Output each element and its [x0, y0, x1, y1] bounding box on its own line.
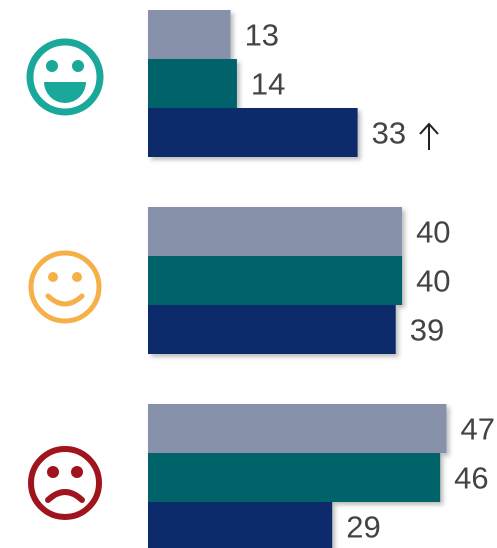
value-label: 13	[245, 18, 279, 53]
bar	[148, 207, 403, 256]
bar	[148, 404, 447, 453]
up-arrow	[419, 122, 439, 150]
bar	[148, 108, 358, 157]
bar	[148, 256, 403, 305]
bar	[148, 453, 441, 502]
value-label: 46	[454, 461, 488, 496]
value-label: 33	[372, 116, 406, 151]
value-label: 39	[410, 313, 444, 348]
happy-face-icon	[26, 38, 104, 116]
value-label: 14	[251, 67, 285, 102]
value-label: 29	[346, 510, 380, 545]
bar	[148, 305, 396, 354]
bar	[148, 59, 237, 108]
value-label: 40	[416, 264, 450, 299]
neutral-face-icon	[28, 250, 102, 324]
value-label: 40	[416, 215, 450, 250]
value-label: 47	[461, 412, 495, 447]
bar	[148, 10, 231, 59]
bar	[148, 502, 333, 548]
sad-face-icon	[28, 446, 102, 520]
